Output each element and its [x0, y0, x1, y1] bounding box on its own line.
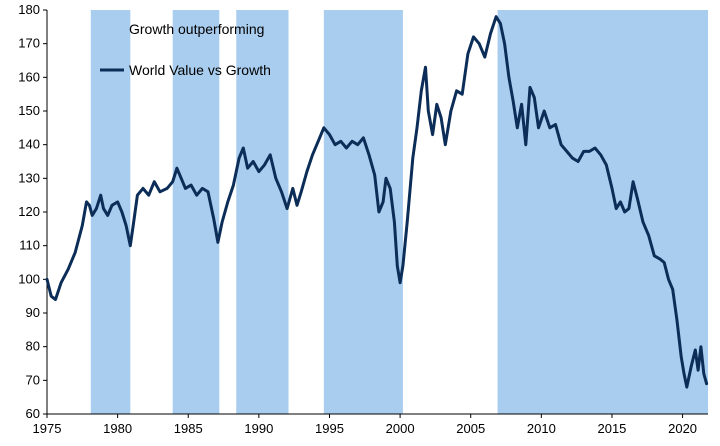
x-tick-label: 1985	[174, 421, 203, 436]
shaded-period-5	[497, 10, 708, 414]
y-tick-label: 130	[18, 170, 40, 185]
y-tick-label: 180	[18, 2, 40, 17]
x-tick-label: 2000	[386, 421, 415, 436]
y-tick-label: 160	[18, 69, 40, 84]
series-lines	[45, 15, 709, 389]
legend-label-world-value-vs-growth: World Value vs Growth	[129, 62, 271, 78]
y-tick-label: 120	[18, 204, 40, 219]
x-tick-label: 1990	[244, 421, 273, 436]
legend-swatch-growth-outperforming	[100, 21, 124, 36]
x-tick-label: 2015	[597, 421, 626, 436]
series-line-1	[45, 15, 709, 389]
legend: Growth outperforming World Value vs Growt…	[100, 21, 271, 78]
shaded-periods	[90, 10, 708, 414]
y-tick-label: 140	[18, 137, 40, 152]
axes: 60 70 80 90 100 110 120 130 140 150 160 170 180 1975 1…	[18, 2, 708, 436]
x-tick-label: 1995	[315, 421, 344, 436]
x-tick-label: 2010	[527, 421, 556, 436]
x-tick-label: 1980	[103, 421, 132, 436]
x-tick-label: 1975	[33, 421, 62, 436]
y-tick-label: 90	[26, 305, 40, 320]
shaded-period-3	[236, 10, 289, 414]
y-tick-label: 70	[26, 372, 40, 387]
x-tick-label: 2020	[668, 421, 697, 436]
y-tick-label: 60	[26, 406, 40, 421]
y-tick-label: 170	[18, 36, 40, 51]
y-tick-label: 100	[18, 271, 40, 286]
y-tick-label: 80	[26, 339, 40, 354]
x-tick-label: 2005	[456, 421, 485, 436]
shaded-period-4	[323, 10, 403, 414]
y-tick-label: 110	[19, 238, 40, 253]
y-tick-label: 150	[18, 103, 40, 118]
legend-label-growth-outperforming: Growth outperforming	[129, 21, 264, 37]
